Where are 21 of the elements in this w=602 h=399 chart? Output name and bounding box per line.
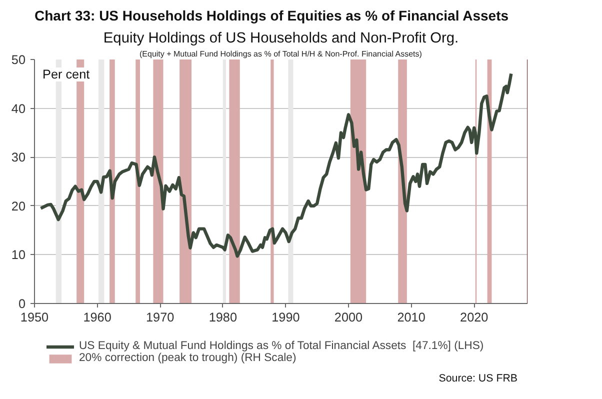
x-tick-label: 1970 [146, 310, 174, 324]
x-tick-label: 2020 [460, 310, 488, 324]
legend-label: US Equity & Mutual Fund Holdings as % of Total Financial Assets [47.1%] (LHS) [79, 340, 484, 352]
x-tick-label: 2000 [334, 310, 363, 324]
source-note: Source: US FRB [438, 372, 518, 384]
x-tick-label: 1980 [208, 310, 237, 324]
y-tick-label: 20 [11, 199, 26, 214]
x-tick-label: 1960 [83, 310, 112, 324]
text: (Equity + Mutual Fund Holdings as % of Total H/H & Non-Prof. Financial Assets) [139, 50, 422, 58]
x-tick-label: 1990 [272, 310, 300, 324]
y-tick-label: 30 [11, 150, 26, 165]
x-tick-label: 1950 [20, 310, 49, 324]
x-tick-label: 2010 [397, 310, 426, 324]
y-tick-label: 0 [18, 297, 26, 311]
chart-subtitle: Equity Holdings of US Households and Non-Profit Org. [103, 30, 459, 46]
y-tick-label: 50 [11, 53, 26, 67]
legend-label: 20% correction (peak to trough) (RH Scale) [79, 352, 296, 364]
y-tick-label: 10 [11, 248, 26, 262]
y-tick-label: 40 [11, 102, 26, 116]
y-axis-title: Per cent [42, 68, 90, 82]
chart-title: Chart 33: US Households Holdings of Equities as % of Financial Assets [34, 8, 509, 24]
